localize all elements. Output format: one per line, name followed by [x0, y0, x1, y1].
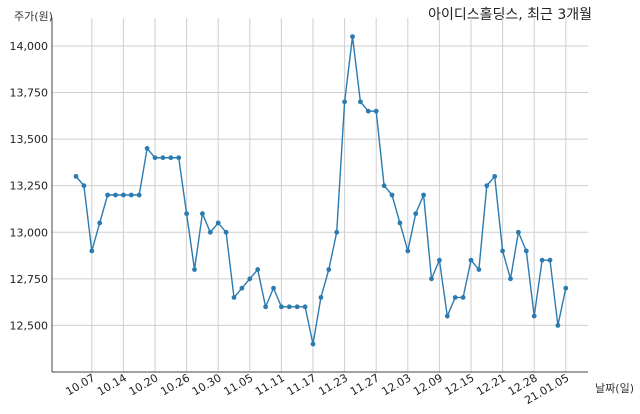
- x-tick-label: 11.11: [253, 371, 287, 398]
- data-point: [397, 220, 403, 226]
- data-point: [516, 229, 521, 235]
- data-point: [350, 34, 355, 40]
- data-point: [247, 276, 253, 282]
- data-point: [476, 267, 482, 272]
- data-point: [200, 211, 205, 217]
- data-point: [381, 183, 387, 189]
- y-tick-label: 12,500: [10, 319, 49, 332]
- data-point: [128, 192, 134, 198]
- data-point: [207, 229, 213, 235]
- data-point: [437, 257, 442, 263]
- data-point: [97, 220, 103, 226]
- data-point: [421, 192, 426, 198]
- data-point: [294, 304, 300, 310]
- data-point: [318, 295, 324, 300]
- x-tick-label: 10.30: [190, 371, 224, 398]
- data-point: [223, 229, 229, 235]
- data-point: [547, 257, 553, 263]
- y-axis-label: 주가(원): [14, 10, 53, 23]
- data-point: [136, 192, 142, 198]
- data-point: [334, 229, 340, 235]
- x-tick-label: 10.14: [95, 371, 129, 398]
- data-point: [192, 267, 197, 272]
- chart-title: 아이디스홀딩스, 최근 3개월: [428, 7, 592, 23]
- data-point: [144, 146, 150, 151]
- data-point: [310, 341, 316, 347]
- data-point: [342, 99, 347, 105]
- data-point: [121, 192, 126, 198]
- y-tick-label: 13,750: [10, 87, 49, 100]
- data-point: [555, 323, 561, 328]
- x-tick-label: 12.03: [380, 371, 414, 398]
- data-point: [286, 304, 292, 310]
- data-point: [302, 304, 308, 310]
- x-tick-labels: 10.0710.1410.2010.2610.3011.0511.1111.17…: [64, 371, 572, 407]
- y-tick-label: 13,250: [10, 180, 49, 193]
- data-point: [405, 248, 411, 254]
- x-tick-label: 12.15: [443, 371, 477, 398]
- data-point: [215, 220, 221, 226]
- data-point: [113, 192, 118, 198]
- data-point: [255, 267, 261, 272]
- data-point: [413, 211, 419, 217]
- data-point: [89, 248, 95, 254]
- data-point: [452, 295, 458, 300]
- y-tick-label: 12,750: [10, 273, 49, 286]
- x-tick-label: 12.09: [411, 371, 445, 398]
- data-point: [508, 276, 513, 282]
- x-tick-label: 10.26: [158, 371, 192, 398]
- x-tick-label: 11.05: [222, 371, 256, 398]
- data-point: [152, 155, 158, 161]
- data-point: [444, 313, 450, 319]
- data-point: [539, 257, 545, 263]
- x-axis-label: 날짜(일): [595, 382, 634, 395]
- y-tick-label: 13,500: [10, 133, 49, 146]
- x-tick-label: 11.17: [285, 371, 319, 398]
- data-point: [239, 285, 245, 291]
- data-point: [429, 276, 434, 282]
- x-tick-label: 10.07: [64, 371, 98, 398]
- data-point: [73, 173, 79, 179]
- x-tick-label: 10.20: [127, 371, 161, 398]
- data-point: [184, 211, 190, 217]
- data-point: [460, 295, 466, 300]
- y-tick-labels: 12,500 12,750 13,000 13,250 13,500 13,750 14,0…: [10, 40, 49, 332]
- data-point: [523, 248, 529, 254]
- data-point: [168, 155, 174, 161]
- data-points: [73, 34, 569, 347]
- data-point: [373, 108, 379, 114]
- data-point: [484, 183, 490, 189]
- data-point: [271, 285, 276, 291]
- data-point: [176, 155, 182, 161]
- x-tick-label: 12.21: [474, 371, 508, 398]
- data-point: [389, 192, 395, 198]
- y-tick-label: 13,000: [10, 226, 49, 239]
- data-point: [500, 248, 505, 254]
- data-point: [365, 108, 371, 114]
- data-point: [358, 99, 363, 105]
- data-point: [263, 304, 268, 310]
- data-point: [231, 295, 237, 300]
- data-point: [563, 285, 569, 291]
- y-tick-label: 14,000: [10, 40, 49, 53]
- data-point: [279, 304, 284, 310]
- data-point: [531, 313, 537, 319]
- data-point: [105, 192, 110, 198]
- data-point: [326, 267, 332, 272]
- x-tick-label: 11.23: [316, 371, 350, 398]
- data-point: [468, 257, 474, 263]
- data-point: [81, 183, 87, 189]
- data-point: [492, 173, 498, 179]
- axes: [51, 18, 588, 373]
- x-tick-label: 11.27: [348, 371, 382, 398]
- data-point: [160, 155, 166, 161]
